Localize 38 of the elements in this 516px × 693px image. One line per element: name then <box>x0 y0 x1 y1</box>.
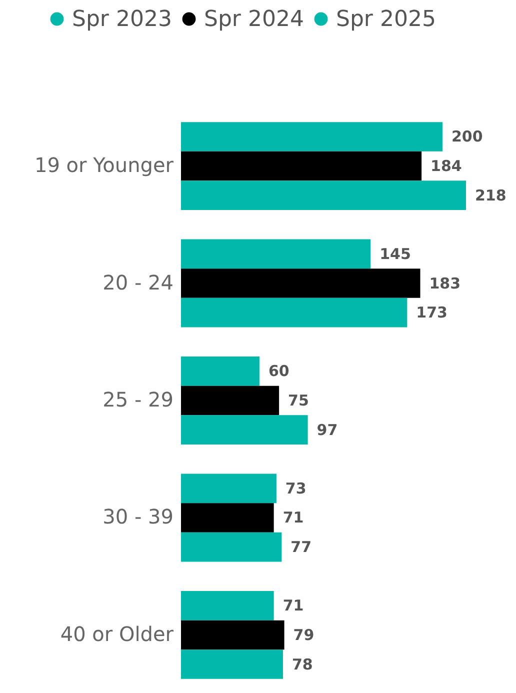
bar <box>181 180 466 210</box>
data-label: 97 <box>316 420 338 439</box>
bar <box>181 503 274 532</box>
bar <box>181 591 274 620</box>
legend-label: Spr 2025 <box>336 7 436 32</box>
y-tick-label: 25 - 29 <box>102 388 174 412</box>
data-label: 75 <box>288 392 309 410</box>
data-label: 218 <box>475 186 506 204</box>
data-label: 73 <box>285 479 306 498</box>
y-tick-label: 20 - 24 <box>102 270 174 294</box>
legend-label: Spr 2024 <box>204 7 304 32</box>
data-label: 79 <box>293 626 314 644</box>
bar <box>181 268 420 298</box>
bar <box>181 122 442 152</box>
data-label: 77 <box>290 538 312 556</box>
bar <box>181 620 284 650</box>
data-label: 145 <box>380 244 411 263</box>
bar <box>181 298 408 328</box>
bar <box>181 239 371 269</box>
data-label: 184 <box>430 157 462 176</box>
data-label: 60 <box>268 362 290 380</box>
y-tick-label: 19 or Younger <box>34 153 174 178</box>
bar <box>181 356 260 386</box>
data-label: 71 <box>282 596 304 615</box>
legend-label: Spr 2023 <box>72 7 172 32</box>
bar <box>181 415 308 444</box>
bar <box>181 386 280 416</box>
data-label: 200 <box>451 128 483 146</box>
data-label: 183 <box>429 274 461 292</box>
bar <box>181 532 282 562</box>
data-label: 78 <box>292 655 313 674</box>
data-label: 173 <box>416 304 448 322</box>
bar <box>181 151 422 181</box>
y-tick-label: 30 - 39 <box>102 504 174 529</box>
bar <box>181 474 276 504</box>
data-label: 71 <box>282 508 304 527</box>
y-tick-label: 40 or Older <box>60 622 174 646</box>
bar <box>181 650 283 679</box>
